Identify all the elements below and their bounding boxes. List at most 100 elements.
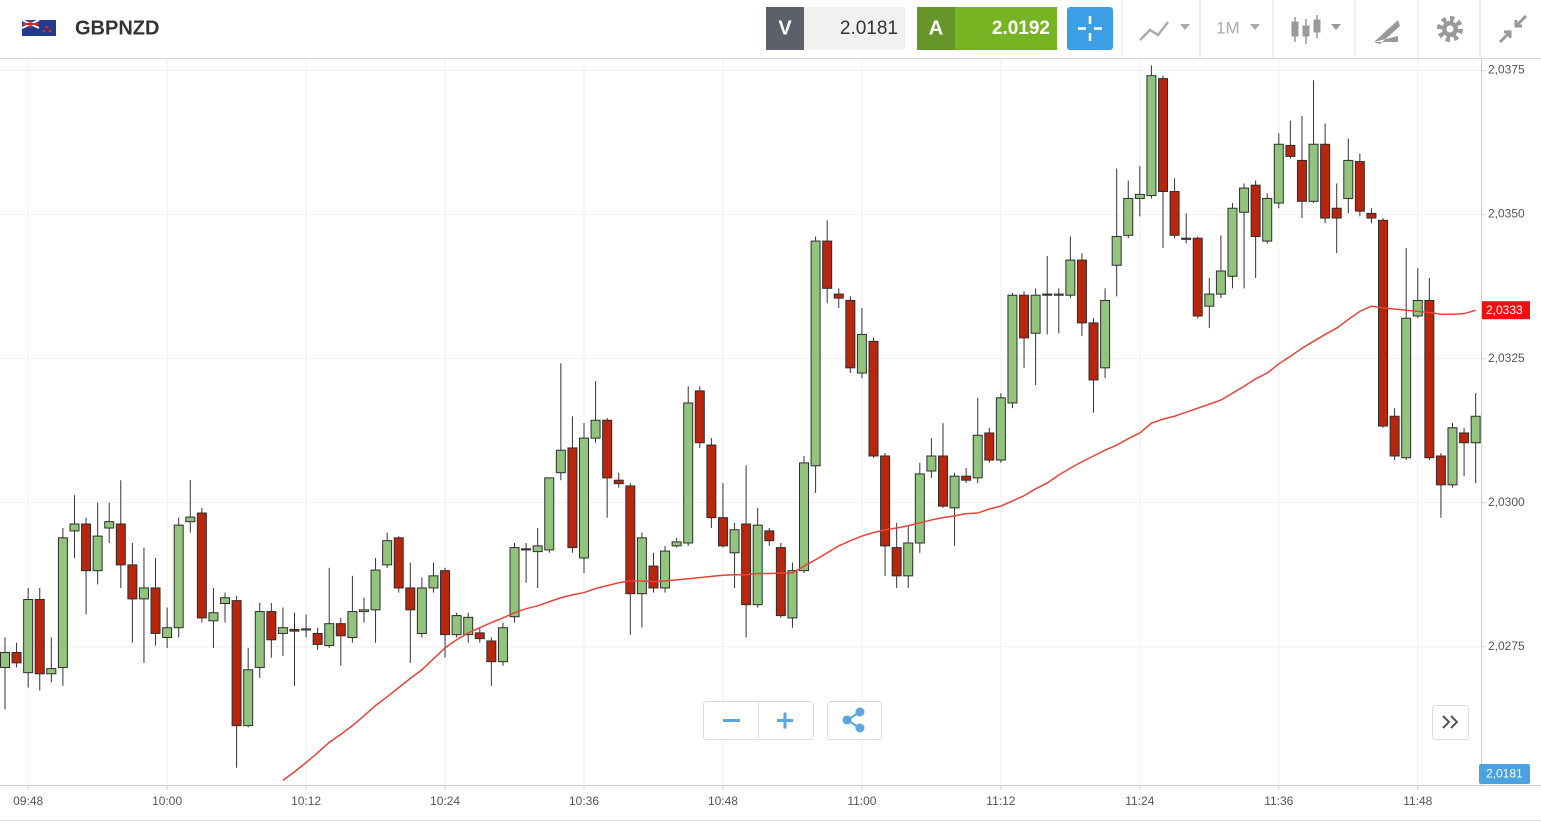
collapse-button[interactable] xyxy=(1498,14,1528,44)
candle-body xyxy=(891,547,902,577)
timeframe[interactable]: 1M xyxy=(1216,18,1240,37)
candle-body xyxy=(382,540,393,566)
separators xyxy=(1121,0,1481,58)
candle-body xyxy=(1019,294,1030,339)
candle-body xyxy=(567,447,578,549)
candle-body xyxy=(1401,317,1412,459)
candle-body xyxy=(405,587,416,611)
candle-body xyxy=(1366,212,1377,219)
candle-type-button[interactable] xyxy=(1291,15,1341,44)
draw-button[interactable] xyxy=(1374,20,1400,44)
scroll-end-button[interactable] xyxy=(1432,705,1469,740)
settings-button[interactable] xyxy=(1437,16,1463,42)
candle-body xyxy=(1296,159,1307,202)
candle-body xyxy=(127,564,138,600)
candle-body xyxy=(1158,78,1168,193)
candle-body xyxy=(1065,259,1076,296)
y-tick-label: 2,0375 xyxy=(1488,63,1525,77)
candle-body xyxy=(729,529,740,554)
candle-body xyxy=(833,293,844,299)
candle-body xyxy=(324,623,335,647)
candle-body xyxy=(1100,299,1111,369)
candle-body xyxy=(289,628,300,632)
x-tick-label: 10:00 xyxy=(152,794,182,808)
candle-body xyxy=(984,432,995,461)
candle-body xyxy=(486,640,497,663)
candle-body xyxy=(1378,219,1389,427)
candle-body xyxy=(1424,299,1435,459)
candle-body xyxy=(810,240,821,467)
candle-body xyxy=(544,477,555,551)
moving-average-label: 2,0333 xyxy=(1486,303,1523,317)
ask-button[interactable] xyxy=(917,7,955,50)
candle-body xyxy=(741,523,752,606)
candle-body xyxy=(903,542,914,577)
candle-body xyxy=(11,651,22,664)
axis-labels: 2,0275 2,0300 2,0325 2,0350 2,0375 09:48 10:00… xyxy=(13,63,1530,808)
candle-body xyxy=(46,668,57,675)
y-tick-label: 2,0300 xyxy=(1488,495,1525,509)
candle-body xyxy=(220,597,231,605)
candle-body xyxy=(69,523,80,532)
y-tick-label: 2,0325 xyxy=(1488,351,1525,365)
candle-body xyxy=(880,455,891,547)
crosshair-button[interactable] xyxy=(1067,7,1113,50)
y-tick-label: 2,0275 xyxy=(1488,639,1525,653)
candle-body xyxy=(752,524,763,606)
candle-body xyxy=(636,537,647,595)
zoom-in-icon xyxy=(777,712,793,729)
candle-body xyxy=(254,611,265,668)
candle-body xyxy=(683,402,694,544)
candle-body xyxy=(440,570,451,636)
candle-body xyxy=(972,434,983,479)
zoom-controls xyxy=(703,701,1469,740)
share-button[interactable] xyxy=(827,701,882,740)
candle-body xyxy=(301,628,312,631)
candle-body xyxy=(1447,427,1458,486)
candle-body xyxy=(196,512,207,619)
candle-body xyxy=(358,609,369,613)
candle-body xyxy=(1435,455,1446,486)
candle-body xyxy=(717,517,728,547)
candle-body xyxy=(266,611,277,641)
candle-body xyxy=(1146,75,1157,197)
candle-body xyxy=(1470,415,1481,444)
candle-body xyxy=(1250,184,1261,237)
candle-body xyxy=(474,632,485,640)
x-tick-label: 11:24 xyxy=(1125,794,1154,808)
candle-body xyxy=(162,627,173,638)
candle-body xyxy=(1053,293,1064,296)
x-tick-label: 11:00 xyxy=(847,794,876,808)
candle-body xyxy=(1227,207,1238,277)
candle-body xyxy=(104,521,115,529)
candle-body xyxy=(648,565,659,589)
bid-button[interactable] xyxy=(766,7,804,50)
x-tick-label: 10:36 xyxy=(569,794,599,808)
scroll-end-icon xyxy=(1442,715,1459,729)
x-tick-label: 10:12 xyxy=(291,794,321,808)
share-icon xyxy=(842,707,865,733)
candle-body xyxy=(1169,191,1180,236)
candle-body xyxy=(463,616,474,636)
candle-body xyxy=(1459,432,1470,444)
candle-body xyxy=(81,523,92,572)
candle-body xyxy=(706,444,717,519)
candle-body xyxy=(1123,197,1134,236)
bid-box[interactable] xyxy=(804,7,905,50)
candle-body xyxy=(509,547,520,618)
candle-body xyxy=(625,485,636,595)
ask-box[interactable] xyxy=(955,7,1057,50)
candle-body xyxy=(1331,207,1342,219)
bid-letter: V xyxy=(778,17,792,39)
candle-body xyxy=(694,390,705,444)
x-tick-label: 11:12 xyxy=(986,794,1015,808)
candle-body xyxy=(1088,322,1099,381)
candle-body xyxy=(451,615,462,636)
candle-body xyxy=(521,548,532,551)
candle-body xyxy=(660,550,671,589)
chart-type-button[interactable] xyxy=(1139,21,1190,41)
candle-body xyxy=(208,612,219,622)
candle-body xyxy=(1285,144,1296,157)
candle-body xyxy=(613,479,624,485)
